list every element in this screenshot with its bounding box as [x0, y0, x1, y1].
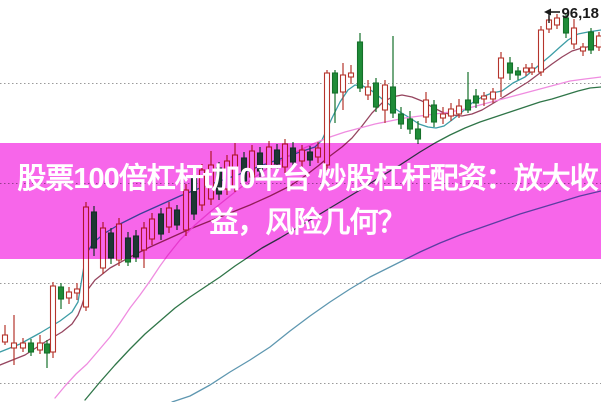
candle-bullish: [528, 67, 536, 73]
candle-bullish: [19, 342, 27, 349]
candle-bearish: [389, 86, 397, 114]
candle-bullish: [497, 57, 505, 79]
candle-bearish: [397, 113, 405, 125]
banner-title-line1: 股票100倍杠杆t加0平台 炒股杠杆配资：放大收: [17, 163, 598, 195]
candle-bullish: [364, 86, 372, 96]
candle-bullish: [439, 113, 447, 119]
price-arrow-icon: [544, 8, 561, 23]
last-price-value: 96,18: [561, 4, 599, 22]
candle-bearish: [464, 99, 472, 111]
candle-bullish: [339, 74, 347, 93]
candle-bearish: [372, 82, 380, 108]
candle-bearish: [472, 95, 480, 104]
candle-bullish: [422, 99, 430, 118]
candle-bullish: [480, 95, 488, 100]
promo-banner-title: 股票100倍杠杆t加0平台 炒股杠杆配资：放大收 益，风险几何？: [0, 143, 601, 259]
candle-bearish: [43, 343, 51, 354]
candle-bearish: [430, 104, 438, 123]
candle-bullish: [522, 67, 530, 73]
candle-bullish: [579, 46, 587, 52]
candle-bullish: [347, 72, 355, 78]
candle-bearish: [27, 342, 35, 353]
candle-bearish: [506, 62, 514, 74]
candle-bearish: [57, 286, 65, 300]
candle-bullish: [49, 285, 57, 353]
candle-bullish: [65, 291, 73, 299]
candle-bullish: [73, 288, 81, 294]
candle-bullish: [447, 108, 455, 117]
ma-mid-purple: [0, 44, 601, 366]
candle-bullish: [570, 27, 578, 45]
candle-bullish: [489, 91, 497, 100]
candle-bearish: [587, 31, 595, 51]
banner-title-line2: 益，风险几何？: [209, 207, 406, 239]
candle-bullish: [553, 17, 561, 26]
candle-bearish: [331, 72, 339, 94]
candle-bearish: [406, 118, 414, 130]
candle-bullish: [381, 84, 389, 111]
candle-bearish: [414, 128, 422, 140]
candle-bullish: [10, 342, 18, 349]
candle-bearish: [562, 17, 570, 34]
candle-bullish: [595, 35, 601, 48]
last-price-callout: 96,18: [544, 2, 599, 24]
candle-bullish: [455, 105, 463, 115]
candle-bearish: [514, 70, 522, 76]
promo-banner-overlay: [0, 143, 601, 259]
candle-bullish: [1, 334, 9, 343]
candle-bullish: [537, 29, 545, 73]
candle-bullish: [36, 342, 44, 351]
candle-bearish: [356, 41, 364, 89]
